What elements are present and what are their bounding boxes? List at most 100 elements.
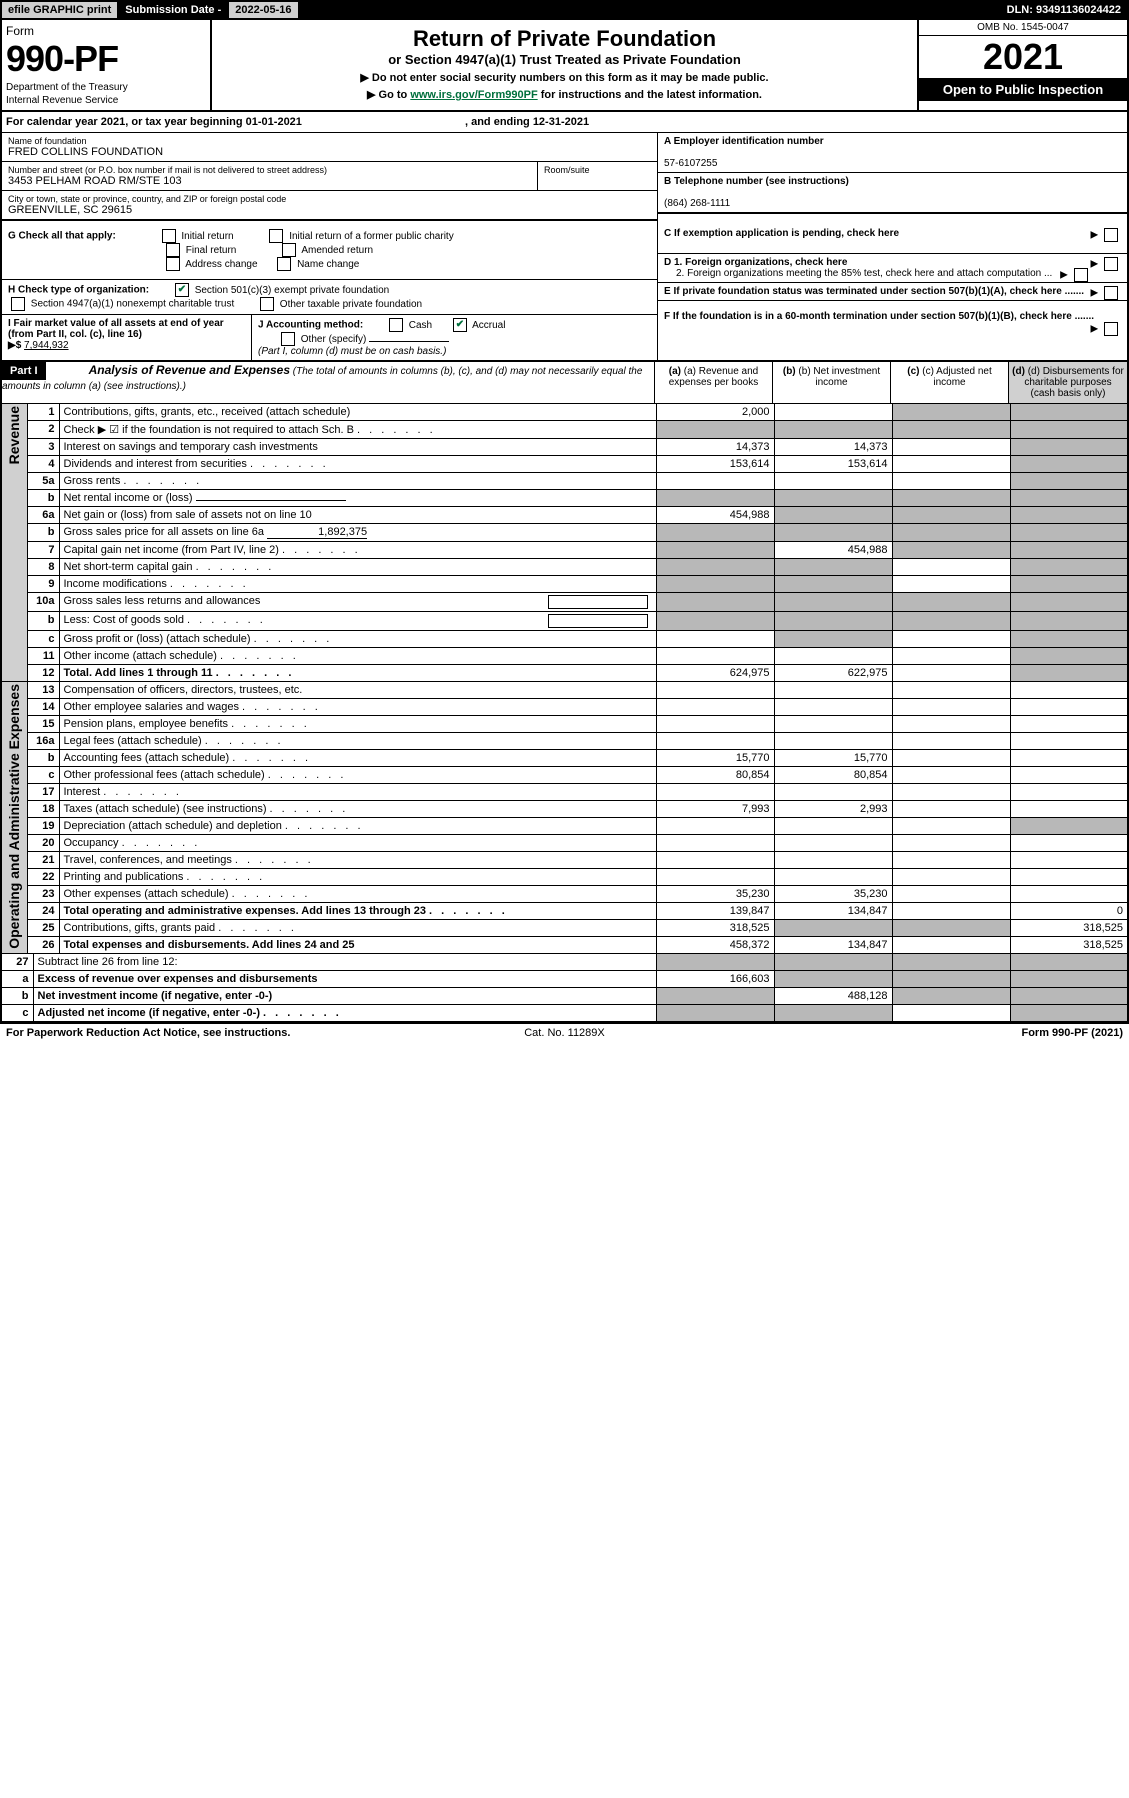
row-number: 27 — [1, 954, 33, 971]
addr-label: Number and street (or P.O. box number if… — [8, 165, 531, 175]
row-desc: Less: Cost of goods sold . . . . . . . — [59, 612, 656, 631]
amount-cell: 80,854 — [774, 767, 892, 784]
c-label: C If exemption application is pending, c… — [664, 228, 899, 239]
form-subtitle: or Section 4947(a)(1) Trust Treated as P… — [218, 52, 911, 67]
cash-checkbox[interactable] — [389, 318, 403, 332]
col-d-header: (d) (d) Disbursements for charitable pur… — [1009, 362, 1127, 404]
row-desc: Gross sales less returns and allowances — [59, 593, 656, 612]
address-change-checkbox[interactable] — [166, 257, 180, 271]
amount-cell — [1010, 733, 1128, 750]
amount-cell — [774, 682, 892, 699]
amount-cell — [774, 612, 892, 631]
form-title: Return of Private Foundation — [218, 26, 911, 52]
table-row: 8Net short-term capital gain . . . . . .… — [1, 559, 1128, 576]
row-desc: Gross sales price for all assets on line… — [59, 524, 656, 542]
row-desc: Dividends and interest from securities .… — [59, 456, 656, 473]
table-row: 9Income modifications . . . . . . . — [1, 576, 1128, 593]
part1-title: Analysis of Revenue and Expenses — [89, 363, 290, 377]
irs-link[interactable]: www.irs.gov/Form990PF — [410, 89, 537, 101]
table-row: 14Other employee salaries and wages . . … — [1, 699, 1128, 716]
amount-cell — [1010, 490, 1128, 507]
amount-cell — [774, 954, 892, 971]
amount-cell — [656, 576, 774, 593]
row-number: 18 — [27, 801, 59, 818]
amount-cell — [656, 869, 774, 886]
amount-cell — [774, 920, 892, 937]
initial-return-public-checkbox[interactable] — [269, 229, 283, 243]
row-desc: Depreciation (attach schedule) and deple… — [59, 818, 656, 835]
form-word: Form — [6, 24, 206, 38]
row-number: c — [27, 631, 59, 648]
header-left: Form 990-PF Department of the Treasury I… — [2, 20, 212, 110]
row-number: 25 — [27, 920, 59, 937]
4947-checkbox[interactable] — [11, 297, 25, 311]
amount-cell — [892, 507, 1010, 524]
header-mid: Return of Private Foundation or Section … — [212, 20, 917, 110]
amount-cell — [774, 473, 892, 490]
amount-cell: 139,847 — [656, 903, 774, 920]
amount-cell — [656, 612, 774, 631]
amount-cell — [892, 716, 1010, 733]
side-label: Revenue — [1, 404, 27, 682]
d1-checkbox[interactable] — [1104, 257, 1118, 271]
submission-date-label: Submission Date - — [119, 2, 229, 18]
501c3-checkbox[interactable]: ✔ — [175, 283, 189, 297]
ein-cell: A Employer identification number 57-6107… — [658, 133, 1127, 173]
amount-cell: 0 — [1010, 903, 1128, 920]
initial-return-checkbox[interactable] — [162, 229, 176, 243]
j-label: J Accounting method: — [258, 320, 363, 331]
amount-cell: 14,373 — [774, 439, 892, 456]
amount-cell: 15,770 — [656, 750, 774, 767]
amount-cell — [656, 631, 774, 648]
accrual-checkbox[interactable]: ✔ — [453, 318, 467, 332]
amount-cell — [892, 576, 1010, 593]
table-row: 3Interest on savings and temporary cash … — [1, 439, 1128, 456]
amount-cell — [1010, 648, 1128, 665]
final-return-checkbox[interactable] — [166, 243, 180, 257]
f-checkbox[interactable] — [1104, 322, 1118, 336]
part1-header-row: Part I Analysis of Revenue and Expenses … — [0, 362, 1129, 404]
room-label: Room/suite — [544, 165, 651, 175]
table-row: 24Total operating and administrative exp… — [1, 903, 1128, 920]
amount-cell — [774, 631, 892, 648]
row-number: 11 — [27, 648, 59, 665]
amended-return-checkbox[interactable] — [282, 243, 296, 257]
row-desc: Taxes (attach schedule) (see instruction… — [59, 801, 656, 818]
amount-cell — [892, 612, 1010, 631]
amount-cell — [774, 852, 892, 869]
amount-cell — [656, 421, 774, 439]
row-desc: Contributions, gifts, grants paid . . . … — [59, 920, 656, 937]
h-opt-2: Section 4947(a)(1) nonexempt charitable … — [31, 299, 234, 310]
amount-cell: 622,975 — [774, 665, 892, 682]
amount-cell — [1010, 473, 1128, 490]
row-desc: Check ▶ ☑ if the foundation is not requi… — [59, 421, 656, 439]
row-number: 26 — [27, 937, 59, 954]
amount-cell — [892, 524, 1010, 542]
amount-cell — [656, 733, 774, 750]
other-taxable-checkbox[interactable] — [260, 297, 274, 311]
efile-label[interactable]: efile GRAPHIC print — [2, 2, 119, 18]
table-row: cAdjusted net income (if negative, enter… — [1, 1005, 1128, 1023]
j-cash: Cash — [409, 320, 432, 331]
foundation-name: FRED COLLINS FOUNDATION — [8, 146, 651, 158]
other-checkbox[interactable] — [281, 332, 295, 346]
name-change-checkbox[interactable] — [277, 257, 291, 271]
col-b-header: (b) (b) Net investment income — [773, 362, 891, 404]
j-section: J Accounting method: Cash ✔ Accrual Othe… — [252, 315, 657, 360]
d2-checkbox[interactable] — [1074, 268, 1088, 282]
amount-cell: 318,525 — [1010, 937, 1128, 954]
amount-cell: 488,128 — [774, 988, 892, 1005]
amount-cell — [892, 750, 1010, 767]
table-row: 10aGross sales less returns and allowanc… — [1, 593, 1128, 612]
fmv-value: 7,944,932 — [24, 340, 69, 351]
row-number: 12 — [27, 665, 59, 682]
row-number: b — [1, 988, 33, 1005]
e-cell: E If private foundation status was termi… — [658, 283, 1127, 301]
row-number: c — [1, 1005, 33, 1023]
c-checkbox[interactable] — [1104, 228, 1118, 242]
e-checkbox[interactable] — [1104, 286, 1118, 300]
row-number: 24 — [27, 903, 59, 920]
amount-cell — [1010, 593, 1128, 612]
c-cell: C If exemption application is pending, c… — [658, 214, 1127, 254]
amount-cell — [892, 490, 1010, 507]
